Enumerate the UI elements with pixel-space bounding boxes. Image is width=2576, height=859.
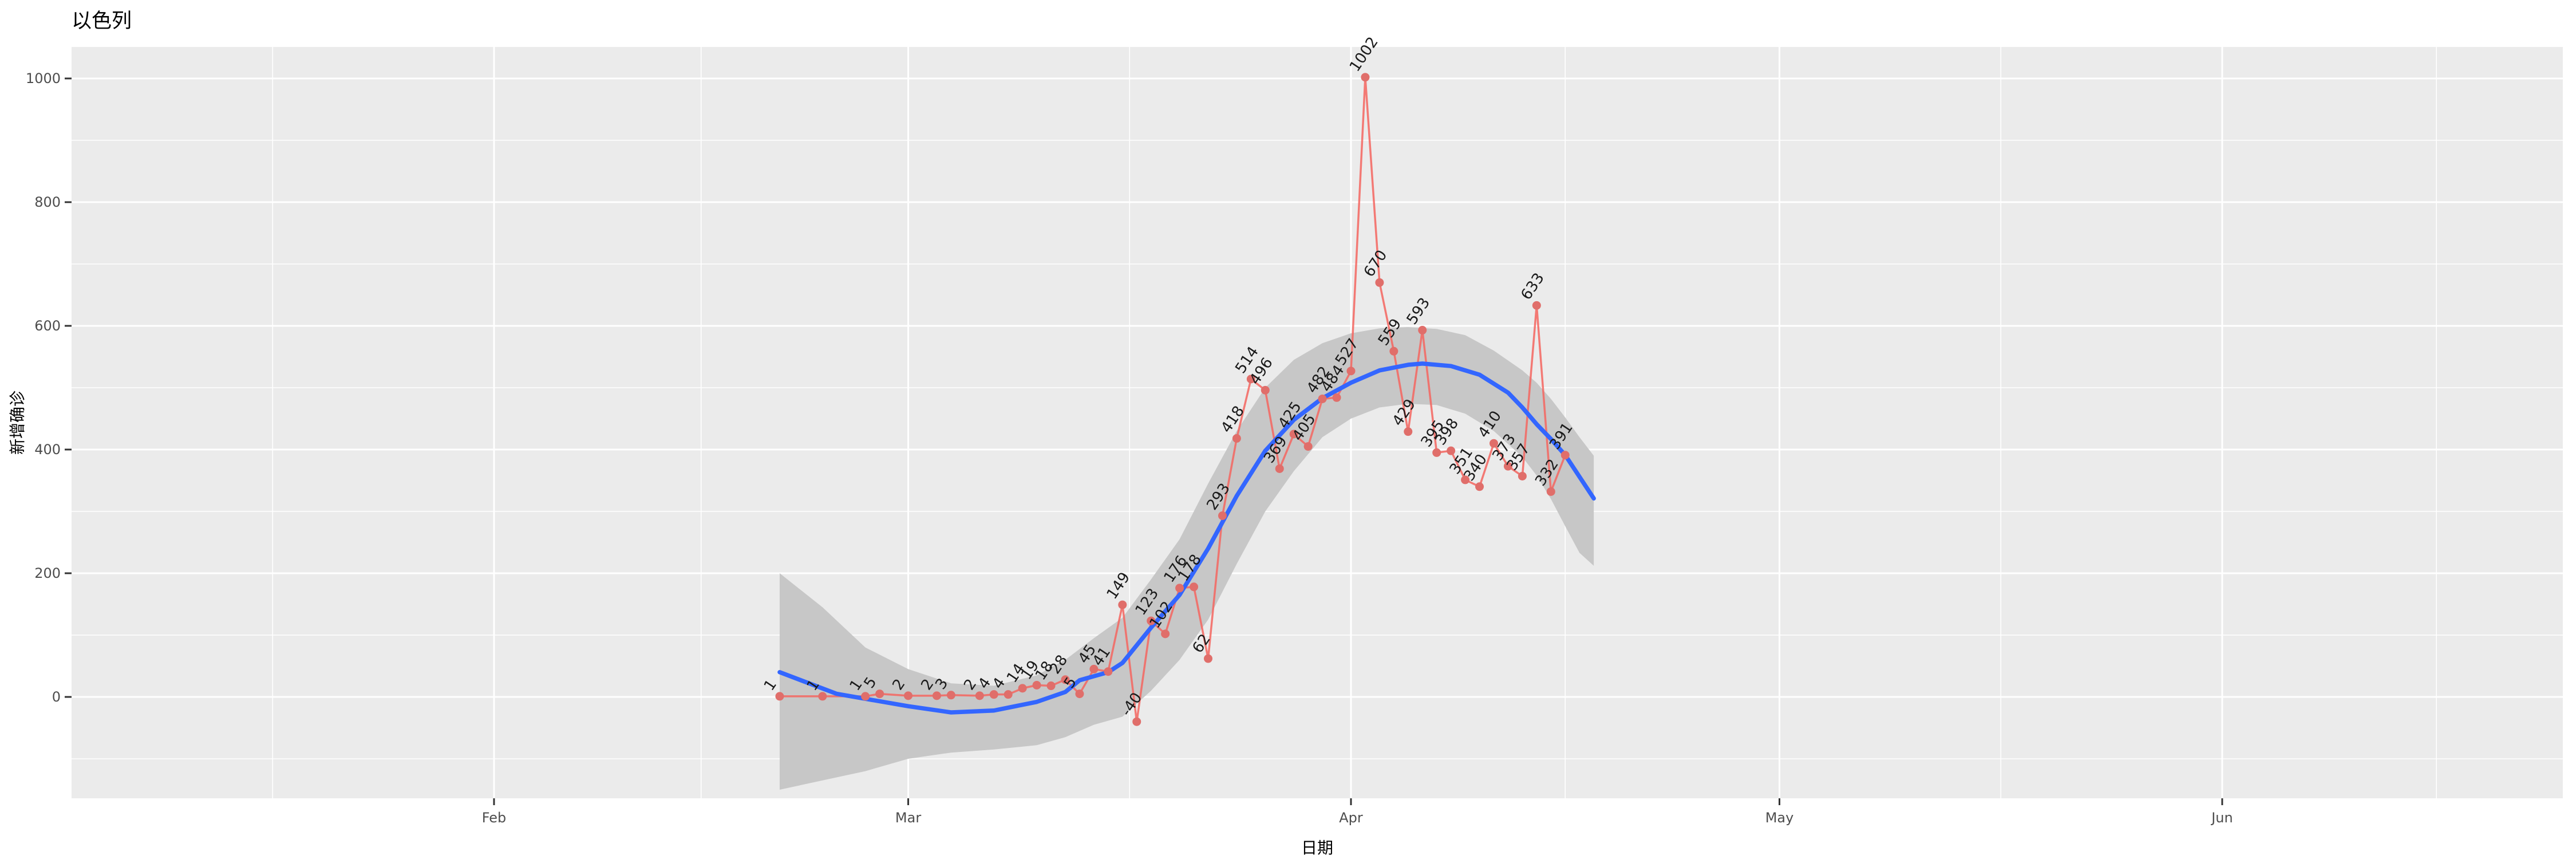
y-tick-label: 200 — [34, 565, 61, 581]
y-tick-label: 600 — [34, 318, 61, 334]
smooth-line — [777, 361, 1596, 715]
y-tick-label: 800 — [34, 194, 61, 210]
data-point — [1289, 430, 1298, 439]
y-tick-label: 1000 — [26, 70, 61, 86]
data-point — [1046, 681, 1056, 691]
data-point — [1089, 664, 1099, 673]
y-tick-label: 0 — [52, 689, 61, 705]
data-point — [975, 691, 984, 700]
confidence-band — [780, 327, 1594, 790]
data-point — [946, 691, 955, 700]
data-point — [1332, 393, 1341, 402]
gridlines-minor — [72, 47, 2563, 798]
data-point — [904, 691, 913, 700]
data-point — [875, 689, 884, 699]
y-tick-label: 400 — [34, 442, 61, 458]
data-point — [1032, 680, 1041, 689]
data-point — [1061, 675, 1070, 684]
data-point — [1503, 462, 1512, 471]
data-point — [1560, 451, 1570, 460]
data-point — [1261, 385, 1270, 395]
x-tick-label: Jun — [2210, 810, 2233, 826]
data-point — [1461, 475, 1470, 484]
x-tick-label: May — [1765, 810, 1794, 826]
data-point — [1132, 717, 1141, 726]
data-point — [1190, 582, 1199, 592]
data-point — [1175, 584, 1184, 593]
data-point — [1418, 326, 1427, 335]
data-points — [775, 73, 1570, 726]
data-point — [989, 690, 998, 699]
data-point — [1218, 511, 1227, 521]
data-point — [1075, 689, 1084, 699]
data-point — [861, 692, 870, 701]
data-point — [1447, 446, 1456, 455]
x-tick-label: Mar — [895, 810, 921, 826]
data-point — [1003, 690, 1013, 699]
data-point — [775, 692, 784, 701]
data-point — [1346, 367, 1356, 376]
axis-ticks — [65, 77, 2223, 805]
confidence-band-area — [780, 327, 1594, 790]
data-point — [1204, 654, 1212, 663]
data-point — [1389, 346, 1398, 356]
gridlines-major — [72, 47, 2563, 798]
plot-title: 以色列 — [72, 10, 132, 33]
x-tick-label: Feb — [482, 810, 507, 826]
data-point — [818, 692, 827, 701]
data-point — [1318, 394, 1327, 403]
data-point — [1246, 375, 1255, 384]
data-point — [932, 691, 941, 700]
data-point — [1404, 427, 1413, 436]
x-axis-title: 日期 — [1301, 838, 1333, 857]
data-point — [1104, 667, 1113, 676]
data-point — [1518, 471, 1527, 480]
x-tick-label: Apr — [1339, 810, 1363, 826]
data-point — [1532, 301, 1541, 310]
data-point — [1490, 439, 1498, 448]
data-point — [1232, 434, 1241, 443]
data-point — [1375, 278, 1384, 287]
smooth-curve — [777, 361, 1596, 715]
data-point — [1475, 482, 1484, 491]
data-point — [1546, 487, 1555, 496]
y-axis-title: 新增确诊 — [8, 391, 27, 455]
data-point — [1303, 442, 1313, 451]
data-point — [1018, 684, 1027, 693]
data-point — [1432, 448, 1441, 457]
data-point — [1161, 629, 1170, 639]
data-point — [1275, 464, 1284, 473]
data-point — [1361, 73, 1370, 82]
data-point — [1118, 600, 1127, 609]
data-point — [1147, 616, 1156, 625]
axis-tick-labels: 0 200 400 600 800 1000 Feb Mar Apr May Jun — [26, 70, 2233, 826]
